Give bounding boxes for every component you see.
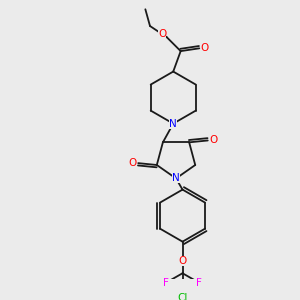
Text: Cl: Cl bbox=[177, 293, 188, 300]
Text: O: O bbox=[178, 256, 187, 266]
Text: F: F bbox=[196, 278, 202, 287]
Text: O: O bbox=[201, 43, 209, 53]
Text: N: N bbox=[172, 173, 180, 184]
Text: O: O bbox=[128, 158, 137, 168]
Text: N: N bbox=[169, 118, 177, 129]
Text: O: O bbox=[209, 136, 218, 146]
Text: F: F bbox=[163, 278, 169, 287]
Text: O: O bbox=[158, 29, 166, 39]
